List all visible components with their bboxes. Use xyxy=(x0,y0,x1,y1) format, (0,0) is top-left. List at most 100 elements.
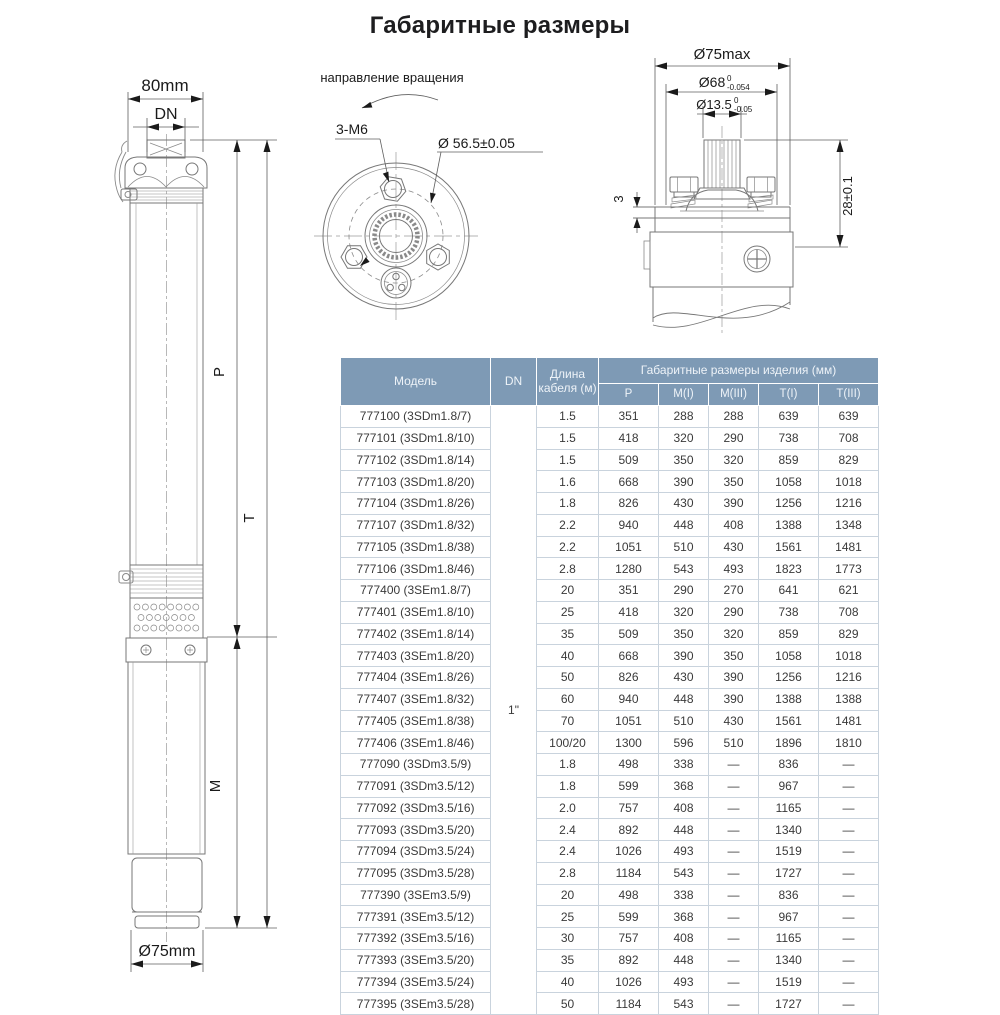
value-cell: 1896 xyxy=(758,731,819,754)
model-cell: 777104 (3SDm1.8/26) xyxy=(340,492,491,515)
model-cell: 777100 (3SDm1.8/7) xyxy=(340,405,491,428)
value-cell: 641 xyxy=(758,579,819,602)
value-cell: — xyxy=(708,883,759,907)
value-cell: 2.2 xyxy=(536,513,599,537)
value-cell: 350 xyxy=(658,622,709,646)
value-cell: 826 xyxy=(598,492,659,515)
table-row: 777394 (3SEm3.5/24) 40 1026 493—1519— xyxy=(340,970,880,994)
value-cell: 448 xyxy=(658,513,709,537)
table-row: 777093 (3SDm3.5/20) 2.4 892 448—1340— xyxy=(340,818,880,841)
value-cell: — xyxy=(817,818,880,841)
table-row: 777094 (3SDm3.5/24) 2.4 1026 493—1519— xyxy=(340,840,880,863)
value-cell: 1519 xyxy=(758,970,819,994)
value-cell: 1773 xyxy=(817,557,880,580)
value-cell: 430 xyxy=(708,709,759,733)
table-row: 777392 (3SEm3.5/16) 30 757 408—1165— xyxy=(340,927,880,950)
table-header-row: Модель DN Длина кабеля (м) Габаритные ра… xyxy=(340,357,880,406)
model-cell: 777405 (3SEm1.8/38) xyxy=(340,709,491,733)
value-cell: 1026 xyxy=(598,840,659,863)
value-cell: 668 xyxy=(598,470,659,493)
value-cell: — xyxy=(817,753,880,776)
value-cell: 320 xyxy=(658,600,709,624)
value-cell: 290 xyxy=(708,426,759,450)
value-cell: 1810 xyxy=(817,731,880,754)
value-cell: — xyxy=(817,796,880,820)
value-cell: 1.5 xyxy=(536,405,599,428)
pump-detail-view xyxy=(633,126,794,335)
value-cell: 829 xyxy=(817,622,880,646)
value-cell: 390 xyxy=(708,666,759,689)
value-cell: 1348 xyxy=(817,513,880,537)
value-cell: 320 xyxy=(658,426,709,450)
value-cell: 1256 xyxy=(758,492,819,515)
value-cell: 892 xyxy=(598,948,659,972)
value-cell: 390 xyxy=(708,687,759,711)
value-cell: 35 xyxy=(536,622,599,646)
table-row: 777107 (3SDm1.8/32) 2.2 940 448 408 1388 1348 xyxy=(340,513,880,537)
model-cell: 777390 (3SEm3.5/9) xyxy=(340,883,491,907)
value-cell: — xyxy=(708,796,759,820)
detail-view-dimensions xyxy=(633,58,848,248)
dim-d68-tol-bottom: -0.054 xyxy=(727,83,750,92)
value-cell: 1026 xyxy=(598,970,659,994)
table-body: 777100 (3SDm1.8/7) 1" 1.5 351 288 288 639 639 77… xyxy=(340,405,880,1015)
value-cell: 40 xyxy=(536,970,599,994)
value-cell: 509 xyxy=(598,448,659,472)
value-cell: — xyxy=(708,861,759,885)
value-cell: 892 xyxy=(598,818,659,841)
value-cell: 1.6 xyxy=(536,470,599,493)
value-cell: 708 xyxy=(817,426,880,450)
value-cell: 350 xyxy=(708,644,759,667)
value-cell: 493 xyxy=(708,557,759,580)
value-cell: — xyxy=(817,970,880,994)
table-row: 777407 (3SEm1.8/32) 60 940 448 390 1388 1388 xyxy=(340,687,880,711)
value-cell: 20 xyxy=(536,883,599,907)
value-cell: — xyxy=(708,818,759,841)
value-cell: — xyxy=(817,992,880,1015)
value-cell: — xyxy=(708,840,759,863)
model-cell: 777406 (3SEm1.8/46) xyxy=(340,731,491,754)
page-title: Габаритные размеры xyxy=(369,12,631,39)
value-cell: 1.8 xyxy=(536,774,599,798)
model-cell: 777403 (3SEm1.8/20) xyxy=(340,644,491,667)
table-row: 777393 (3SEm3.5/20) 35 892 448—1340— xyxy=(340,948,880,972)
value-cell: 738 xyxy=(758,426,819,450)
value-cell: 599 xyxy=(598,905,659,928)
value-cell: 859 xyxy=(758,448,819,472)
value-cell: 1051 xyxy=(598,709,659,733)
pump-top-view xyxy=(314,94,543,322)
bottom-cap xyxy=(131,857,203,913)
table-row: 777090 (3SDm3.5/9) 1.8 498 338—836— xyxy=(340,753,880,776)
model-cell: 777091 (3SDm3.5/12) xyxy=(340,774,491,798)
value-cell: 1481 xyxy=(817,535,880,559)
value-cell: — xyxy=(817,948,880,972)
hex-bolt xyxy=(426,243,450,271)
col-subheader: M(III) xyxy=(708,383,759,406)
table-row: 777395 (3SEm3.5/28) 50 1184 543—1727— xyxy=(340,992,880,1015)
value-cell: 25 xyxy=(536,905,599,928)
model-cell: 777106 (3SDm1.8/46) xyxy=(340,557,491,580)
dim-28-label: 28±0.1 xyxy=(840,176,855,216)
value-cell: 668 xyxy=(598,644,659,667)
value-cell: 30 xyxy=(536,927,599,950)
value-cell: 2.8 xyxy=(536,557,599,580)
value-cell: 1519 xyxy=(758,840,819,863)
model-cell: 777393 (3SEm3.5/20) xyxy=(340,948,491,972)
value-cell: 1018 xyxy=(817,644,880,667)
table-row: 777406 (3SEm1.8/46) 100/20 1300 596 510 1896 1… xyxy=(340,731,880,754)
value-cell: 1216 xyxy=(817,666,880,689)
table-row: 777091 (3SDm3.5/12) 1.8 599 368—967— xyxy=(340,774,880,798)
model-cell: 777090 (3SDm3.5/9) xyxy=(340,753,491,776)
model-cell: 777101 (3SDm1.8/10) xyxy=(340,426,491,450)
value-cell: 1.5 xyxy=(536,426,599,450)
value-cell: — xyxy=(817,861,880,885)
value-cell: 639 xyxy=(758,405,819,428)
col-subheader: T(I) xyxy=(758,383,819,406)
value-cell: 100/20 xyxy=(536,731,599,754)
value-cell: 836 xyxy=(758,883,819,907)
value-cell: 498 xyxy=(598,883,659,907)
dim-p-label: P xyxy=(211,367,228,377)
dim-d135-tol-bottom: -0.05 xyxy=(734,105,753,114)
value-cell: 1388 xyxy=(817,687,880,711)
value-cell: 40 xyxy=(536,644,599,667)
